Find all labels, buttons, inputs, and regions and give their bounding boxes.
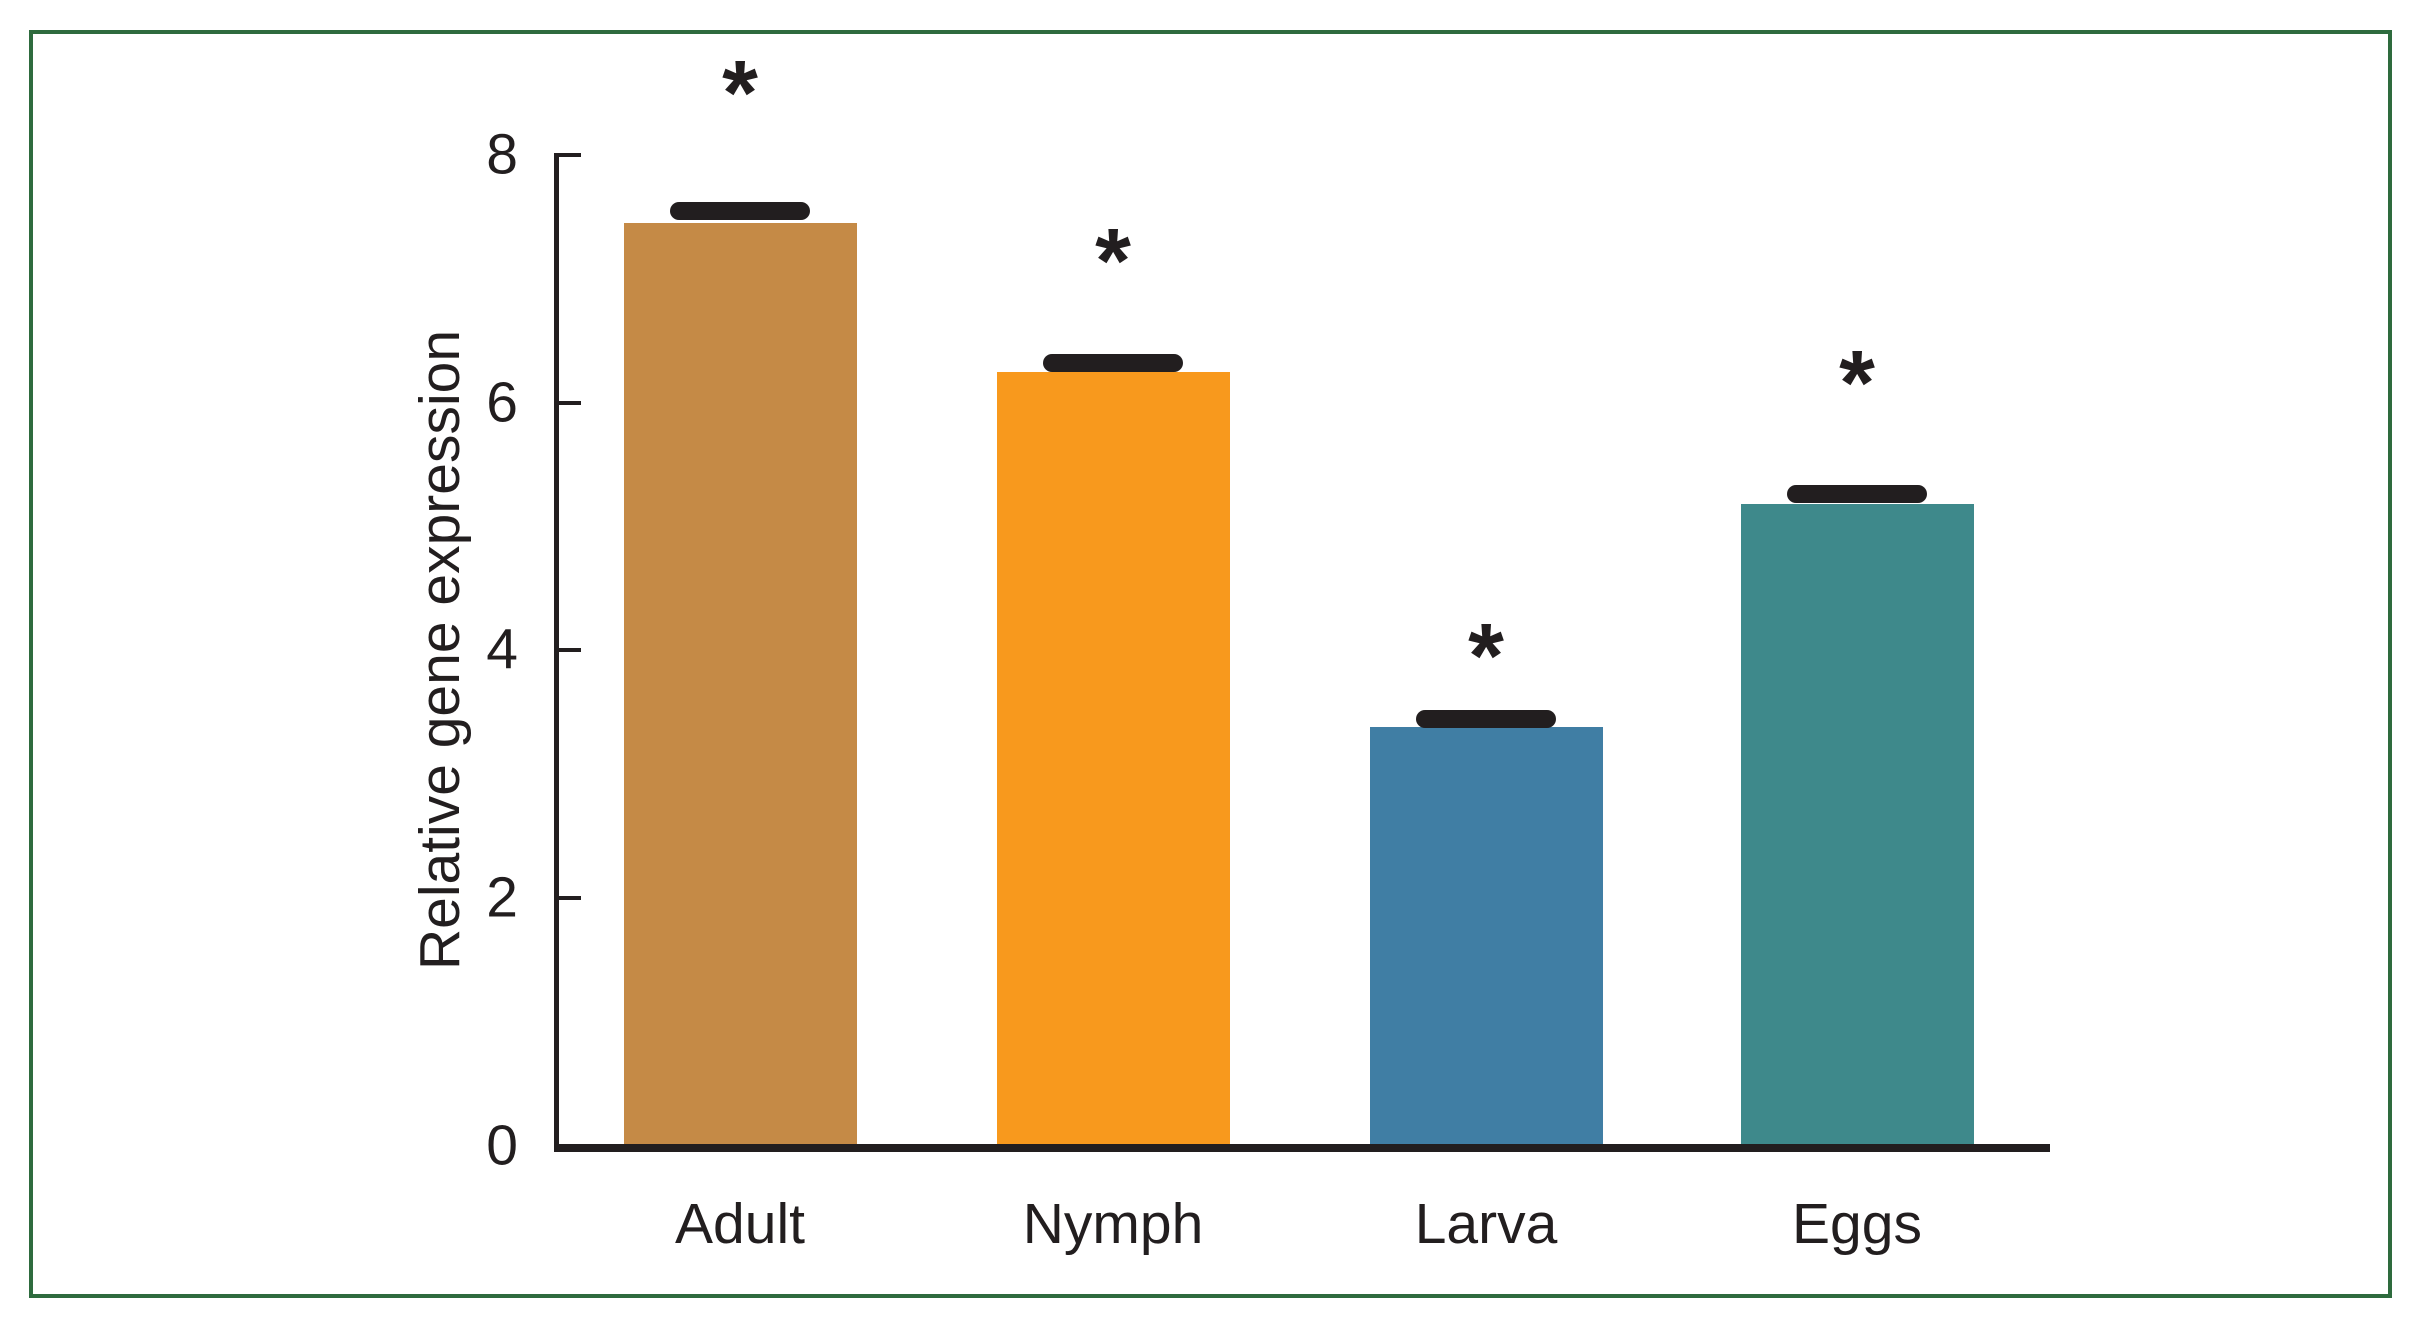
- y-axis-line: [554, 153, 559, 1152]
- significance-asterisk-eggs: *: [1839, 332, 1875, 435]
- y-tick-8: [557, 152, 581, 157]
- x-category-label-adult: Adult: [675, 1192, 805, 1256]
- y-tick-label-0: 0: [486, 1113, 518, 1178]
- x-category-label-nymph: Nymph: [1022, 1192, 1204, 1256]
- x-axis-line: [554, 1144, 2050, 1152]
- y-tick-2: [557, 896, 581, 901]
- significance-asterisk-adult: *: [722, 42, 758, 145]
- x-category-label-larva: Larva: [1414, 1192, 1558, 1256]
- bar-eggs: [1740, 504, 1974, 1148]
- y-tick-label-2: 2: [486, 865, 518, 930]
- y-tick-4: [557, 648, 581, 653]
- bar-nymph: [996, 371, 1230, 1148]
- y-tick-label-4: 4: [486, 617, 518, 682]
- error-bar-cap-larva: [1416, 709, 1556, 728]
- y-tick-label-8: 8: [486, 122, 518, 187]
- y-tick-label-6: 6: [486, 370, 518, 435]
- x-category-label-eggs: Eggs: [1792, 1192, 1922, 1256]
- error-bar-cap-nymph: [1043, 353, 1183, 372]
- error-bar-cap-adult: [670, 201, 810, 220]
- y-tick-6: [557, 400, 581, 405]
- significance-asterisk-larva: *: [1468, 605, 1504, 708]
- bar-larva: [1369, 727, 1603, 1148]
- significance-asterisk-nymph: *: [1095, 210, 1131, 313]
- bar-adult: [623, 222, 857, 1148]
- error-bar-cap-eggs: [1787, 485, 1927, 504]
